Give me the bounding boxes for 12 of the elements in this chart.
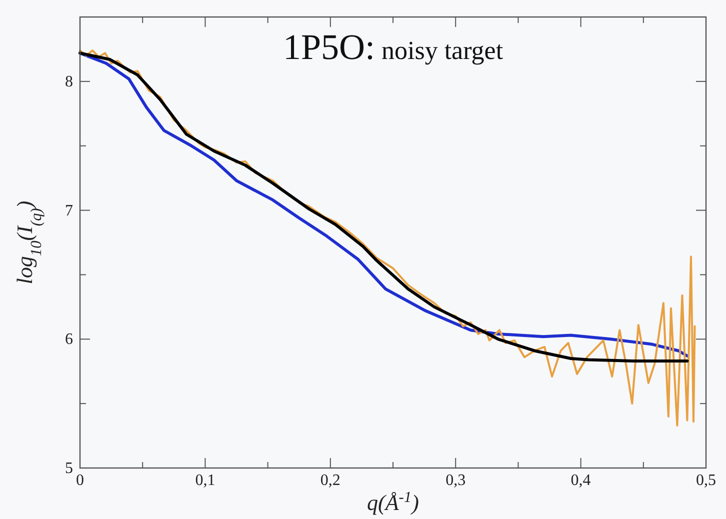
- y-tick-label: 7: [65, 202, 73, 220]
- x-tick-label: 0,4: [570, 472, 591, 489]
- x-tick-label: 0,3: [446, 472, 466, 489]
- y-tick-label: 6: [65, 331, 73, 348]
- chart-title: 1P5O: noisy target: [282, 27, 504, 67]
- x-tick-label: 0: [76, 472, 84, 489]
- x-tick-label: 0,2: [320, 472, 340, 489]
- x-tick-label: 0,1: [195, 472, 216, 489]
- x-axis-title: q(Å$^{-1}$): [367, 488, 419, 515]
- y-tick-label: 5: [65, 460, 73, 477]
- x-tick-label: 0,5: [696, 472, 716, 489]
- y-tick-label: 8: [65, 73, 73, 90]
